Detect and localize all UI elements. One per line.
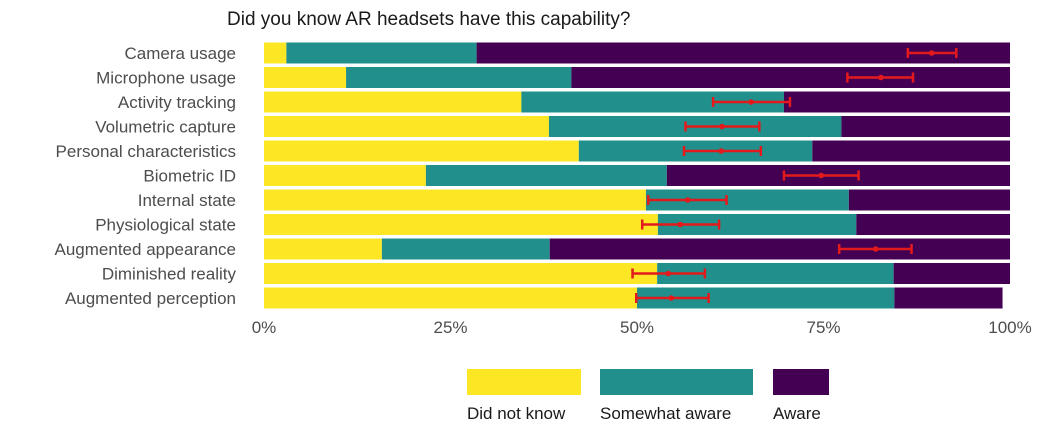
bar-segment [264,116,549,137]
chart-title: Did you know AR headsets have this capab… [227,9,630,30]
x-tick-label: 50% [620,318,654,337]
legend-swatch [467,369,581,395]
bar-segment [286,42,477,64]
bar-segment [637,287,895,309]
bar-segment [264,238,382,260]
legend-label: Did not know [467,404,566,423]
error-bar-point [928,50,935,56]
bar-segment [264,67,347,88]
bar-segment [783,91,1010,113]
bar-segment [346,67,572,88]
bar-segment [264,287,637,309]
category-label: Personal characteristics [56,142,236,161]
bar-segment [848,189,1010,211]
bar-segment [264,214,658,235]
legend-label: Somewhat aware [600,404,731,423]
error-bar-point [665,270,672,277]
legend-swatch [600,369,753,395]
bar-segment [645,189,849,211]
category-label: Augmented perception [65,289,236,308]
category-label: Physiological state [95,216,236,235]
bar-segment [856,214,1010,235]
bar-segment [894,287,1003,309]
legend: Did not know Somewhat aware Aware [467,369,829,423]
category-label: Diminished reality [102,265,237,284]
category-label: Camera usage [124,44,236,63]
error-bars-group [631,48,958,303]
error-bar-point [878,74,884,81]
error-bar-point [872,246,879,252]
error-bar-point [818,172,825,179]
bar-segment [381,238,550,260]
category-labels-group: Camera usage Microphone usage Activity tra… [55,44,237,308]
bar-segment [264,91,522,113]
error-bar-point [668,295,675,301]
category-label: Microphone usage [96,69,236,88]
bar-segment [657,263,894,284]
bar-segment [264,140,579,162]
category-label: Augmented appearance [55,240,236,259]
bar-segment [521,91,784,113]
category-label: Activity tracking [118,93,236,112]
error-bar-point [684,197,691,203]
bars-group [264,42,1010,309]
bar-segment [264,42,287,64]
category-label: Internal state [138,191,236,210]
bar-segment [264,165,426,186]
bar-segment [476,42,1010,64]
category-label: Volumetric capture [95,118,236,137]
legend-swatch [773,369,829,395]
error-bar-point [748,99,754,105]
x-tick-label: 75% [806,318,840,337]
x-tick-label: 100% [988,318,1031,337]
bar-segment [893,263,1010,284]
x-axis: 0% 25% 50% 75% 100% [252,318,1032,337]
bar-segment [841,116,1010,137]
bar-segment [657,214,857,235]
bar-segment [264,189,646,211]
bar-segment [571,67,1010,88]
x-tick-label: 0% [252,318,277,337]
error-bar-point [718,148,725,154]
error-bar-point [719,123,725,130]
category-label: Biometric ID [143,167,236,186]
bar-segment [812,140,1010,162]
bar-segment [425,165,667,186]
bar-segment [264,263,658,284]
error-bar-point [677,221,684,228]
legend-label: Aware [773,404,821,423]
x-tick-label: 25% [433,318,467,337]
bar-segment [549,238,1010,260]
